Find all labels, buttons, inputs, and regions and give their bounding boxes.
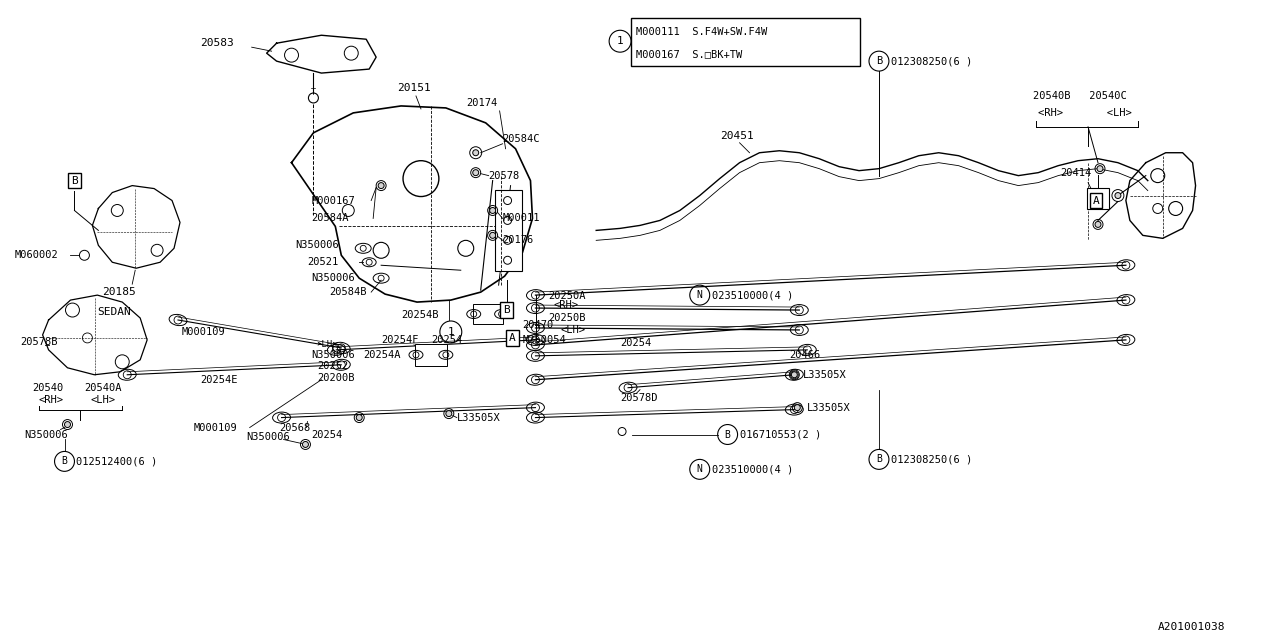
Text: 20584B: 20584B xyxy=(329,287,367,297)
Text: 20578: 20578 xyxy=(489,171,520,180)
Circle shape xyxy=(1115,193,1121,198)
Text: 20540A: 20540A xyxy=(84,383,122,393)
Text: N350006: N350006 xyxy=(296,241,339,250)
Text: 20540B   20540C: 20540B 20540C xyxy=(1033,91,1126,101)
Text: 20254: 20254 xyxy=(620,338,652,348)
Text: B: B xyxy=(724,429,731,440)
Text: 20254A: 20254A xyxy=(364,350,401,360)
Text: <RH>: <RH> xyxy=(553,300,579,310)
Text: 012512400(6 ): 012512400(6 ) xyxy=(77,456,157,467)
Text: 20151: 20151 xyxy=(397,83,431,93)
Text: 20200B: 20200B xyxy=(317,372,355,383)
Text: L33505X: L33505X xyxy=(804,370,847,380)
Text: 016710553(2 ): 016710553(2 ) xyxy=(740,429,820,440)
Circle shape xyxy=(378,182,384,189)
Text: L33505X: L33505X xyxy=(808,403,851,413)
Text: 20250B: 20250B xyxy=(548,313,586,323)
Text: A: A xyxy=(1093,196,1100,205)
Text: 20250A: 20250A xyxy=(548,291,586,301)
Circle shape xyxy=(490,207,495,214)
Text: 20254F: 20254F xyxy=(381,335,419,345)
Text: 20578D: 20578D xyxy=(620,393,658,403)
Text: B: B xyxy=(72,175,78,186)
Text: N350006: N350006 xyxy=(247,433,291,442)
Circle shape xyxy=(490,232,495,238)
Text: 20176: 20176 xyxy=(503,236,534,245)
Text: <RH>       <LH>: <RH> <LH> xyxy=(1038,108,1132,118)
Text: 20568: 20568 xyxy=(279,422,311,433)
Text: <LH>: <LH> xyxy=(91,395,115,404)
Text: 012308250(6 ): 012308250(6 ) xyxy=(891,56,972,66)
Text: M00011: M00011 xyxy=(503,214,540,223)
Text: A201001038: A201001038 xyxy=(1158,621,1225,632)
Circle shape xyxy=(1094,221,1101,227)
Text: ➤LH➤: ➤LH➤ xyxy=(316,340,338,349)
Text: SEDAN: SEDAN xyxy=(97,307,131,317)
Circle shape xyxy=(795,404,800,411)
Text: M000109: M000109 xyxy=(195,422,238,433)
FancyBboxPatch shape xyxy=(472,304,503,324)
Text: M000111  S.F4W+SW.F4W: M000111 S.F4W+SW.F4W xyxy=(636,28,767,37)
Text: 20185: 20185 xyxy=(102,287,136,297)
Text: 20470: 20470 xyxy=(522,320,554,330)
Text: M250054: M250054 xyxy=(522,335,566,345)
Text: 20584A: 20584A xyxy=(311,214,349,223)
Text: 20254E: 20254E xyxy=(200,375,237,385)
Text: N350006: N350006 xyxy=(311,273,355,283)
Text: L33505X: L33505X xyxy=(457,413,500,422)
Circle shape xyxy=(1097,166,1103,172)
Text: 20254B: 20254B xyxy=(401,310,439,320)
Text: N: N xyxy=(696,465,703,474)
Text: N350006: N350006 xyxy=(311,350,355,360)
Text: 023510000(4 ): 023510000(4 ) xyxy=(712,465,792,474)
Text: 20583: 20583 xyxy=(200,38,234,48)
Circle shape xyxy=(445,411,452,417)
Text: 20254: 20254 xyxy=(311,429,343,440)
FancyBboxPatch shape xyxy=(494,189,521,271)
Text: 012308250(6 ): 012308250(6 ) xyxy=(891,454,972,465)
Text: N: N xyxy=(696,290,703,300)
Circle shape xyxy=(472,150,479,156)
Text: <LH>: <LH> xyxy=(561,325,585,335)
Text: B: B xyxy=(503,305,509,315)
Circle shape xyxy=(64,422,70,428)
Circle shape xyxy=(791,372,797,378)
Text: 20578B: 20578B xyxy=(20,337,58,347)
FancyBboxPatch shape xyxy=(1087,188,1108,209)
Text: M000167  S.□BK+TW: M000167 S.□BK+TW xyxy=(636,49,742,59)
Text: 023510000(4 ): 023510000(4 ) xyxy=(712,290,792,300)
Text: 1: 1 xyxy=(448,327,454,337)
Text: <RH>: <RH> xyxy=(38,395,64,404)
Text: 20584C: 20584C xyxy=(503,134,540,144)
Text: N350006: N350006 xyxy=(24,429,68,440)
Text: 20252: 20252 xyxy=(317,361,348,371)
Text: 20466: 20466 xyxy=(790,350,820,360)
Text: 20174: 20174 xyxy=(466,98,497,108)
Text: B: B xyxy=(876,56,882,66)
Text: B: B xyxy=(61,456,68,467)
FancyBboxPatch shape xyxy=(415,344,447,366)
Text: B: B xyxy=(876,454,882,465)
Circle shape xyxy=(302,442,308,447)
Text: 20254: 20254 xyxy=(431,335,462,345)
Text: 20451: 20451 xyxy=(719,131,754,141)
Text: M060002: M060002 xyxy=(15,250,59,260)
Circle shape xyxy=(356,415,362,420)
Text: 20521: 20521 xyxy=(307,257,339,268)
Text: M000167: M000167 xyxy=(311,196,355,205)
Text: 20414: 20414 xyxy=(1060,168,1092,178)
Text: 20540: 20540 xyxy=(33,383,64,393)
Text: A: A xyxy=(509,333,516,343)
FancyBboxPatch shape xyxy=(631,19,860,66)
Circle shape xyxy=(472,170,479,175)
Text: M000109: M000109 xyxy=(182,327,225,337)
Text: 1: 1 xyxy=(617,36,623,46)
